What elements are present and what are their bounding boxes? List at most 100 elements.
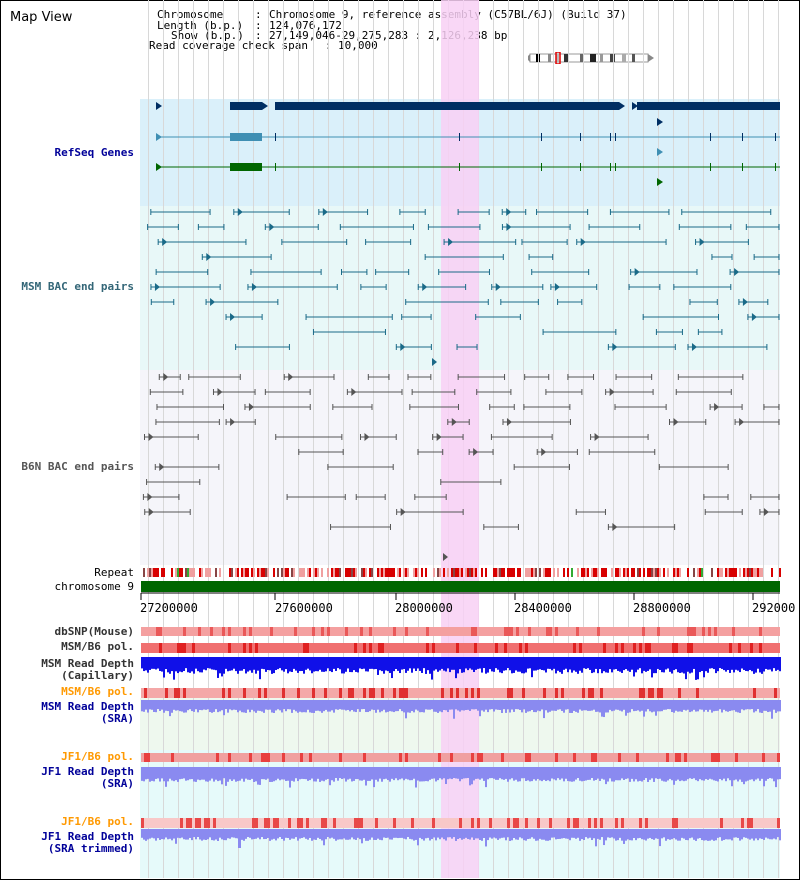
pol-cell	[459, 818, 462, 828]
pol-cell	[336, 643, 339, 653]
selection-highlight[interactable]	[441, 0, 479, 878]
depth-bar	[709, 657, 711, 669]
pol-cell	[564, 627, 567, 636]
depth-bar	[677, 657, 679, 673]
pol-cell	[267, 688, 270, 698]
depth-bar	[485, 657, 487, 674]
repeat-mark	[517, 568, 519, 577]
depth-bar	[607, 829, 609, 838]
depth-bar	[273, 657, 275, 674]
pol-cell	[240, 753, 243, 762]
depth-bar	[227, 657, 229, 672]
depth-bar	[587, 700, 589, 711]
depth-bar	[219, 700, 221, 712]
depth-bar	[219, 829, 221, 838]
depth-bar	[371, 700, 373, 710]
depth-bar	[163, 657, 165, 678]
depth-bar	[207, 829, 209, 840]
depth-bar	[639, 829, 641, 838]
depth-bar	[751, 767, 753, 780]
depth-bar	[431, 829, 433, 840]
depth-bar	[531, 767, 533, 782]
depth-bar	[639, 767, 641, 781]
depth-bar	[207, 657, 209, 669]
depth-bar	[295, 657, 297, 671]
depth-bar	[715, 829, 717, 841]
pol-cell	[753, 643, 756, 653]
depth-bar	[691, 657, 693, 673]
bac-arrow	[159, 463, 165, 471]
depth-bar	[687, 767, 689, 780]
pol-cell	[408, 643, 411, 653]
depth-bar	[405, 700, 407, 719]
pol-cell	[468, 688, 471, 698]
depth-bar	[165, 767, 167, 787]
depth-bar	[353, 767, 355, 781]
repeat-mark	[219, 568, 221, 577]
pol-cell	[531, 753, 534, 762]
pol-cell	[693, 627, 696, 636]
pol-cell	[378, 818, 381, 828]
pol-cell	[522, 643, 525, 653]
depth-bar	[303, 700, 305, 713]
depth-bar	[477, 700, 479, 711]
depth-bar	[591, 767, 593, 779]
repeat-mark	[721, 568, 723, 577]
repeat-mark	[601, 568, 603, 577]
depth-bar	[557, 829, 559, 839]
pol-cell	[522, 818, 525, 828]
depth-bar	[773, 767, 775, 782]
depth-bar	[659, 829, 661, 847]
pol-cell	[153, 688, 156, 698]
pol-cell	[417, 627, 420, 636]
pol-cell	[189, 643, 192, 653]
depth-bar	[289, 657, 291, 672]
repeat-mark	[425, 568, 427, 577]
pol-cell	[432, 753, 435, 762]
depth-bar	[285, 829, 287, 838]
gene-strand-arrow	[156, 163, 162, 171]
bac-arrow	[400, 508, 406, 516]
pol-cell	[372, 643, 375, 653]
pol-cell	[480, 627, 483, 636]
pol-cell	[687, 643, 690, 653]
repeat-mark	[453, 568, 455, 577]
depth-bar	[205, 657, 207, 671]
depth-bar	[591, 657, 593, 674]
depth-bar	[743, 767, 745, 785]
depth-bar	[507, 700, 509, 710]
depth-bar	[693, 700, 695, 710]
pol-cell	[171, 627, 174, 636]
depth-bar	[467, 700, 469, 710]
depth-bar	[543, 767, 545, 780]
pol-cell	[756, 643, 759, 653]
pol-cell	[489, 818, 492, 828]
bac-arrow	[217, 388, 223, 396]
depth-bar	[693, 767, 695, 779]
pol-cell	[258, 753, 261, 762]
depth-bar	[617, 767, 619, 781]
pol-cell	[663, 627, 666, 636]
depth-bar	[745, 767, 747, 782]
depth-bar	[707, 767, 709, 780]
depth-bar	[703, 657, 705, 678]
depth-bar	[461, 829, 463, 840]
pol-cell	[651, 753, 654, 762]
pol-cell	[402, 627, 405, 636]
repeat-mark	[679, 568, 681, 577]
repeat-mark	[603, 568, 605, 577]
pol-cell	[723, 643, 726, 653]
depth-bar	[741, 767, 743, 782]
depth-bar	[219, 657, 221, 674]
pol-cell	[174, 627, 177, 636]
repeat-mark	[281, 568, 283, 577]
pol-cell	[231, 818, 234, 828]
pol-cell	[174, 643, 177, 653]
repeat-mark	[475, 568, 477, 577]
pol-cell	[708, 627, 711, 636]
depth-bar	[229, 767, 231, 780]
repeat-mark	[473, 568, 475, 577]
depth-bar	[317, 657, 319, 672]
depth-bar	[239, 767, 241, 781]
